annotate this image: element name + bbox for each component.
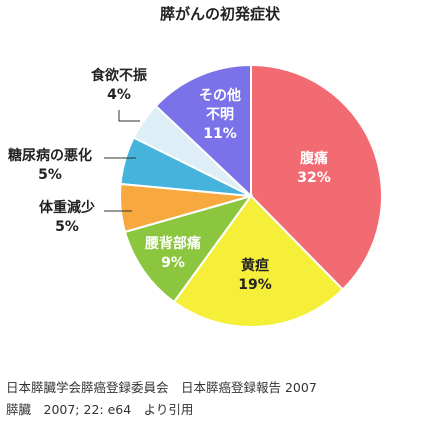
chart-title: 膵がんの初発症状 — [159, 5, 280, 23]
slice-label: 食欲不振 4% — [91, 67, 147, 103]
slice-label: 体重減少 5% — [39, 199, 95, 235]
pie-slice — [123, 194, 254, 304]
pie-slice — [250, 63, 383, 291]
slice-label: 糖尿病の悪化 5% — [8, 147, 92, 183]
pie-slice — [172, 194, 345, 328]
source-line-2: 膵臓 2007; 22: e64 より引用 — [6, 402, 194, 417]
slice-label: 腹痛 32% — [297, 150, 331, 186]
slice-label: 腰背部痛 9% — [144, 235, 201, 271]
slice-label: その他不明 11% — [199, 87, 241, 142]
leader-line — [118, 110, 140, 122]
slice-label: 黄疸 19% — [238, 257, 272, 293]
source-line-1: 日本膵臓学会膵癌登録委員会 日本膵癌登録報告 2007 — [6, 380, 317, 395]
pie-slice — [154, 63, 252, 199]
